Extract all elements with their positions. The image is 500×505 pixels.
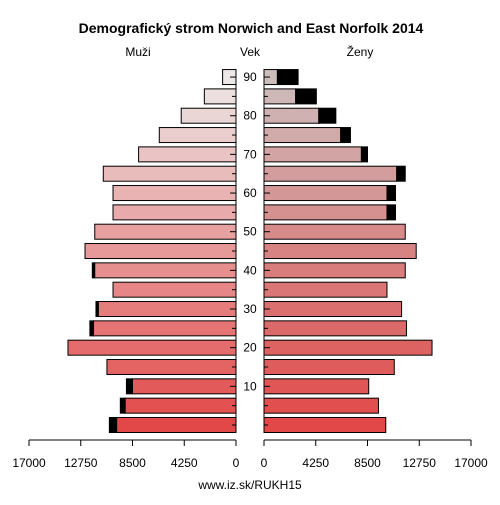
women-bar [263,281,388,298]
x-tick-label-right: 17000 [454,456,488,470]
women-surplus-bar [295,88,317,105]
x-tick-label-left: 12750 [64,456,98,470]
men-bar [112,185,237,202]
age-tick-label: 60 [243,186,257,200]
men-bar [93,320,237,337]
women-bar [263,243,417,260]
women-bar [263,262,406,279]
men-surplus-bar [108,417,118,433]
age-tick-label: 80 [243,109,257,123]
age-tick-label: 30 [243,302,257,316]
men-surplus-bar [125,378,134,395]
men-surplus-bar [89,320,95,337]
women-bar [263,107,320,124]
men-bar [138,146,237,163]
women-bar [263,127,342,144]
men-bar [102,165,237,182]
center-label: Vek [240,45,261,59]
women-bar [263,146,362,163]
women-surplus-bar [360,146,369,163]
men-bar [116,417,237,433]
x-tick-label-right: 0 [261,456,268,470]
men-bar [132,378,237,395]
age-tick-label: 20 [243,341,257,355]
age-tick-label: 90 [243,70,257,84]
x-tick-label-right: 12750 [403,456,437,470]
women-surplus-bar [396,165,406,182]
men-bar [112,204,237,221]
left-label: Muži [125,45,150,59]
men-bar [158,127,237,144]
women-surplus-bar [386,185,397,202]
age-tick-label: 40 [243,263,257,277]
chart-title: Demografický strom Norwich and East Norf… [79,20,424,36]
men-bar [84,243,237,260]
men-bar [94,262,237,279]
men-bar [67,339,237,356]
men-bar [106,359,237,376]
men-surplus-bar [119,397,126,414]
men-bar [112,281,237,298]
women-bar [263,378,370,395]
women-bar [263,204,388,221]
x-tick-label-left: 0 [233,456,240,470]
women-bar [263,320,407,337]
women-surplus-bar [276,69,299,86]
women-bar [263,185,388,202]
x-tick-label-right: 8500 [354,456,381,470]
age-tick-label: 10 [243,379,257,393]
women-surplus-bar [340,127,351,144]
women-bar [263,359,395,376]
x-tick-label-right: 4250 [302,456,329,470]
women-surplus-bar [318,107,337,124]
age-tick-label: 50 [243,225,257,239]
women-bar [263,397,379,414]
x-tick-label-left: 17000 [12,456,46,470]
age-tick-label: 70 [243,147,257,161]
men-bar [124,397,237,414]
women-bar [263,339,433,356]
men-bar [97,301,237,318]
women-bar [263,301,403,318]
women-bar [263,223,406,240]
source-label: www.iz.sk/RUKH15 [197,478,302,492]
axes-group: 17000 17000 12750 12750 8500 8500 4250 4250 0 0 10… [12,69,488,470]
men-bar [203,88,237,105]
x-tick-label-left: 4250 [171,456,198,470]
men-bar [180,107,237,124]
women-surplus-bar [386,204,397,221]
women-bar [263,165,398,182]
bars-group [67,69,433,433]
women-bar [263,88,297,105]
x-tick-label-left: 8500 [119,456,146,470]
men-bar [94,223,237,240]
women-bar [263,417,387,433]
right-label: Ženy [347,44,374,59]
